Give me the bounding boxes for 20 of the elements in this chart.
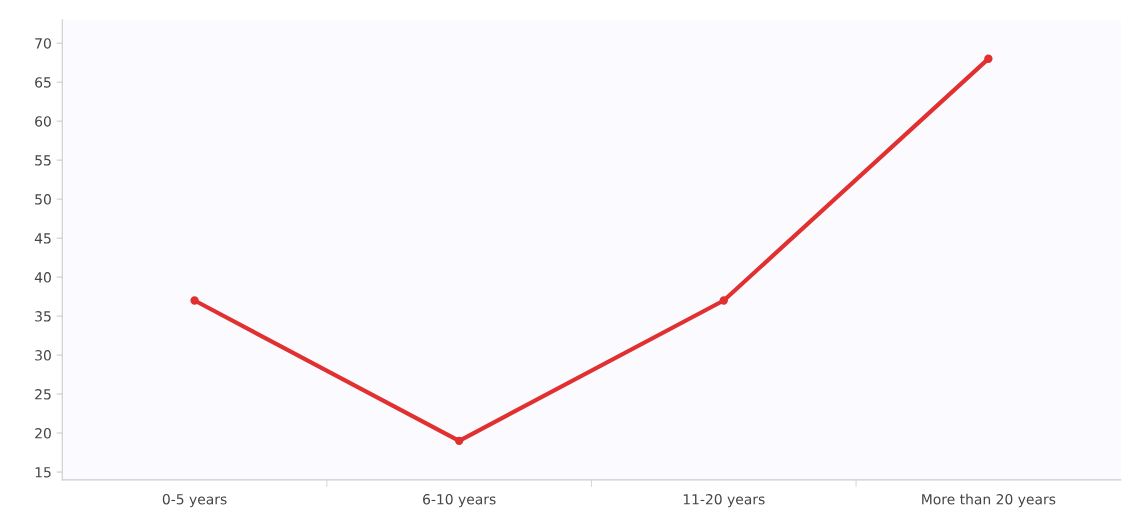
y-tick-label: 55 xyxy=(35,155,51,166)
point xyxy=(455,436,464,446)
y-tick-label: 65 xyxy=(35,77,51,88)
x-tick-label: 6-10 years xyxy=(423,493,496,508)
x-tick-label: More than 20 years xyxy=(922,493,1056,508)
y-tick-label: 15 xyxy=(35,467,51,478)
point xyxy=(719,296,728,305)
point xyxy=(984,54,993,63)
y-tick-label: 20 xyxy=(35,428,51,439)
point xyxy=(190,296,199,305)
x-tick-label: 11-20 years xyxy=(683,493,765,508)
y-tick-label: 50 xyxy=(35,194,51,205)
y-tick-label: 30 xyxy=(35,350,51,361)
y-tick-label: 60 xyxy=(35,116,51,127)
y-tick-label: 35 xyxy=(35,311,51,322)
y-tick-label: 45 xyxy=(34,233,51,244)
y-tick-label: 40 xyxy=(34,272,51,283)
y-tick-label: 25 xyxy=(35,389,51,400)
y-tick-label: 70 xyxy=(35,38,51,49)
x-tick-label: 0-5 years xyxy=(162,493,227,508)
